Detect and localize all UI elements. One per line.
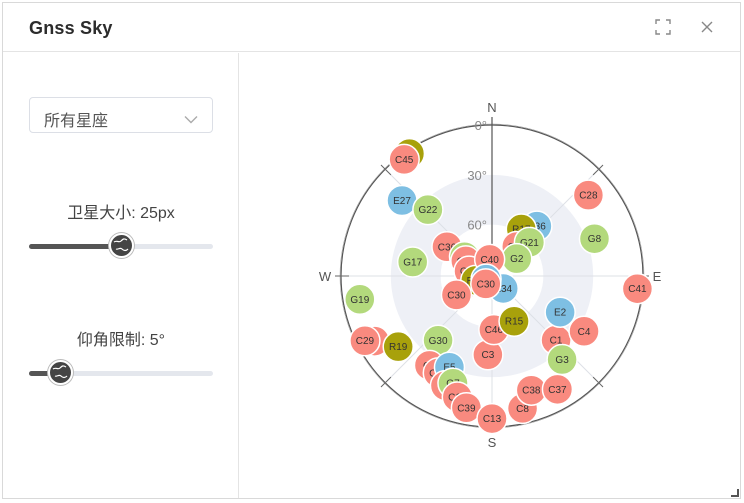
east-label: E	[653, 269, 662, 284]
satellite-label: C37	[548, 385, 567, 396]
satellite-marker	[578, 222, 611, 255]
sat-size-slider[interactable]	[29, 233, 213, 258]
satellite-marker	[476, 402, 508, 435]
satellite-label: C1	[550, 336, 563, 347]
satellite-label: E27	[393, 196, 411, 207]
satellite-c37[interactable]: C37	[541, 373, 574, 406]
satellite-label: G30	[429, 336, 448, 347]
satellite-marker	[382, 330, 414, 363]
window-title: Gnss Sky	[29, 18, 113, 38]
satellite-label: R19	[389, 342, 408, 353]
satellite-label: G2	[510, 254, 524, 265]
satellite-marker	[396, 246, 429, 278]
azimuth-tick	[592, 164, 604, 176]
satellite-r15[interactable]: R15	[498, 305, 530, 337]
satellite-label: E34	[494, 284, 512, 295]
satellite-label: C39	[457, 403, 476, 414]
satellite-marker	[440, 279, 473, 311]
satellite-label: C29	[356, 336, 375, 347]
south-label: S	[488, 435, 497, 450]
satellite-c39[interactable]: C39	[450, 392, 483, 424]
satellite-marker	[344, 283, 376, 316]
elev-mask-label: 仰角限制: 5°	[76, 332, 166, 349]
satellite-c41[interactable]: C41	[621, 272, 654, 305]
satellite-c30[interactable]: C30	[470, 268, 502, 300]
satellite-marker	[621, 272, 654, 305]
sat-size-label: 卫星大小: 25px	[67, 205, 175, 222]
satellite-marker	[412, 193, 444, 226]
north-label: N	[487, 100, 496, 115]
satellite-label: C8	[516, 404, 529, 415]
satellite-label: E36	[528, 222, 546, 233]
satellite-label: C30	[447, 290, 466, 301]
satellite-g19[interactable]: G19	[344, 283, 376, 316]
satellite-marker	[470, 268, 502, 300]
satellite-marker	[572, 179, 605, 211]
satellite-label: C46	[485, 325, 504, 336]
satellite-e27[interactable]: E27	[386, 184, 418, 217]
satellite-label: G17	[403, 258, 422, 269]
satellite-label: C45	[395, 155, 414, 166]
constellation-select-value: 所有星座	[44, 113, 109, 130]
satellite-marker	[349, 324, 381, 357]
satellite-c4[interactable]: C4	[568, 315, 600, 348]
elevation-label: 0°	[475, 118, 487, 133]
close-icon[interactable]	[697, 17, 717, 37]
satellite-marker	[546, 343, 578, 376]
satellite-c45[interactable]: C45	[388, 143, 420, 176]
resize-handle[interactable]	[731, 489, 739, 497]
title-bar: Gnss Sky	[3, 3, 740, 52]
west-label: W	[319, 269, 332, 284]
maximize-icon[interactable]	[653, 17, 673, 37]
satellite-c29[interactable]: C29	[349, 324, 381, 357]
chevron-down-icon	[184, 111, 198, 129]
satellite-label: C41	[628, 284, 647, 295]
satellite-label: C4	[578, 327, 591, 338]
satellite-e2[interactable]: E2	[544, 296, 576, 328]
satellite-g8[interactable]: G8	[578, 222, 611, 255]
satellite-label: C36	[438, 242, 457, 253]
satellite-label: C13	[483, 414, 502, 425]
satellite-c30[interactable]: C30	[440, 279, 473, 311]
elevation-label: 60°	[467, 218, 487, 233]
satellite-label: G19	[350, 295, 369, 306]
azimuth-tick	[592, 376, 604, 388]
satellite-c13[interactable]: C13	[476, 402, 508, 435]
satellite-marker	[568, 315, 600, 348]
azimuth-tick	[380, 376, 392, 388]
satellite-marker	[498, 305, 530, 337]
azimuth-tick	[380, 164, 392, 176]
satellite-label: G3	[555, 355, 569, 366]
satellite-c28[interactable]: C28	[572, 179, 605, 211]
elev-mask-slider-handle[interactable]	[48, 360, 73, 385]
satellite-g17[interactable]: G17	[396, 246, 429, 278]
sat-size-slider-handle[interactable]	[109, 233, 134, 258]
satellite-label: C38	[522, 386, 541, 397]
satellite-label: G21	[520, 238, 539, 249]
elev-mask-slider-fill	[29, 371, 60, 376]
satellite-marker	[544, 296, 576, 328]
satellite-label: R15	[505, 317, 524, 328]
satellite-label: C3	[481, 350, 494, 361]
satellite-label: G8	[588, 234, 602, 245]
satellite-label: C30	[477, 279, 496, 290]
constellation-select[interactable]: 所有星座	[29, 97, 213, 133]
satellite-r19[interactable]: R19	[382, 330, 414, 363]
elev-mask-slider[interactable]	[29, 360, 213, 385]
elevation-label: 30°	[467, 168, 487, 183]
sat-size-slider-fill	[29, 244, 121, 249]
satellite-g2[interactable]: G2	[500, 242, 533, 275]
satellite-label: C28	[579, 191, 598, 202]
control-panel: 所有星座 卫星大小: 25px 仰角限制: 5°	[3, 53, 239, 498]
satellite-marker	[388, 143, 420, 176]
satellite-g3[interactable]: G3	[546, 343, 578, 376]
satellite-label: E2	[554, 308, 567, 319]
satellite-g22[interactable]: G22	[412, 193, 444, 226]
satellite-label: C40	[480, 255, 499, 266]
satellite-label: G22	[418, 205, 437, 216]
